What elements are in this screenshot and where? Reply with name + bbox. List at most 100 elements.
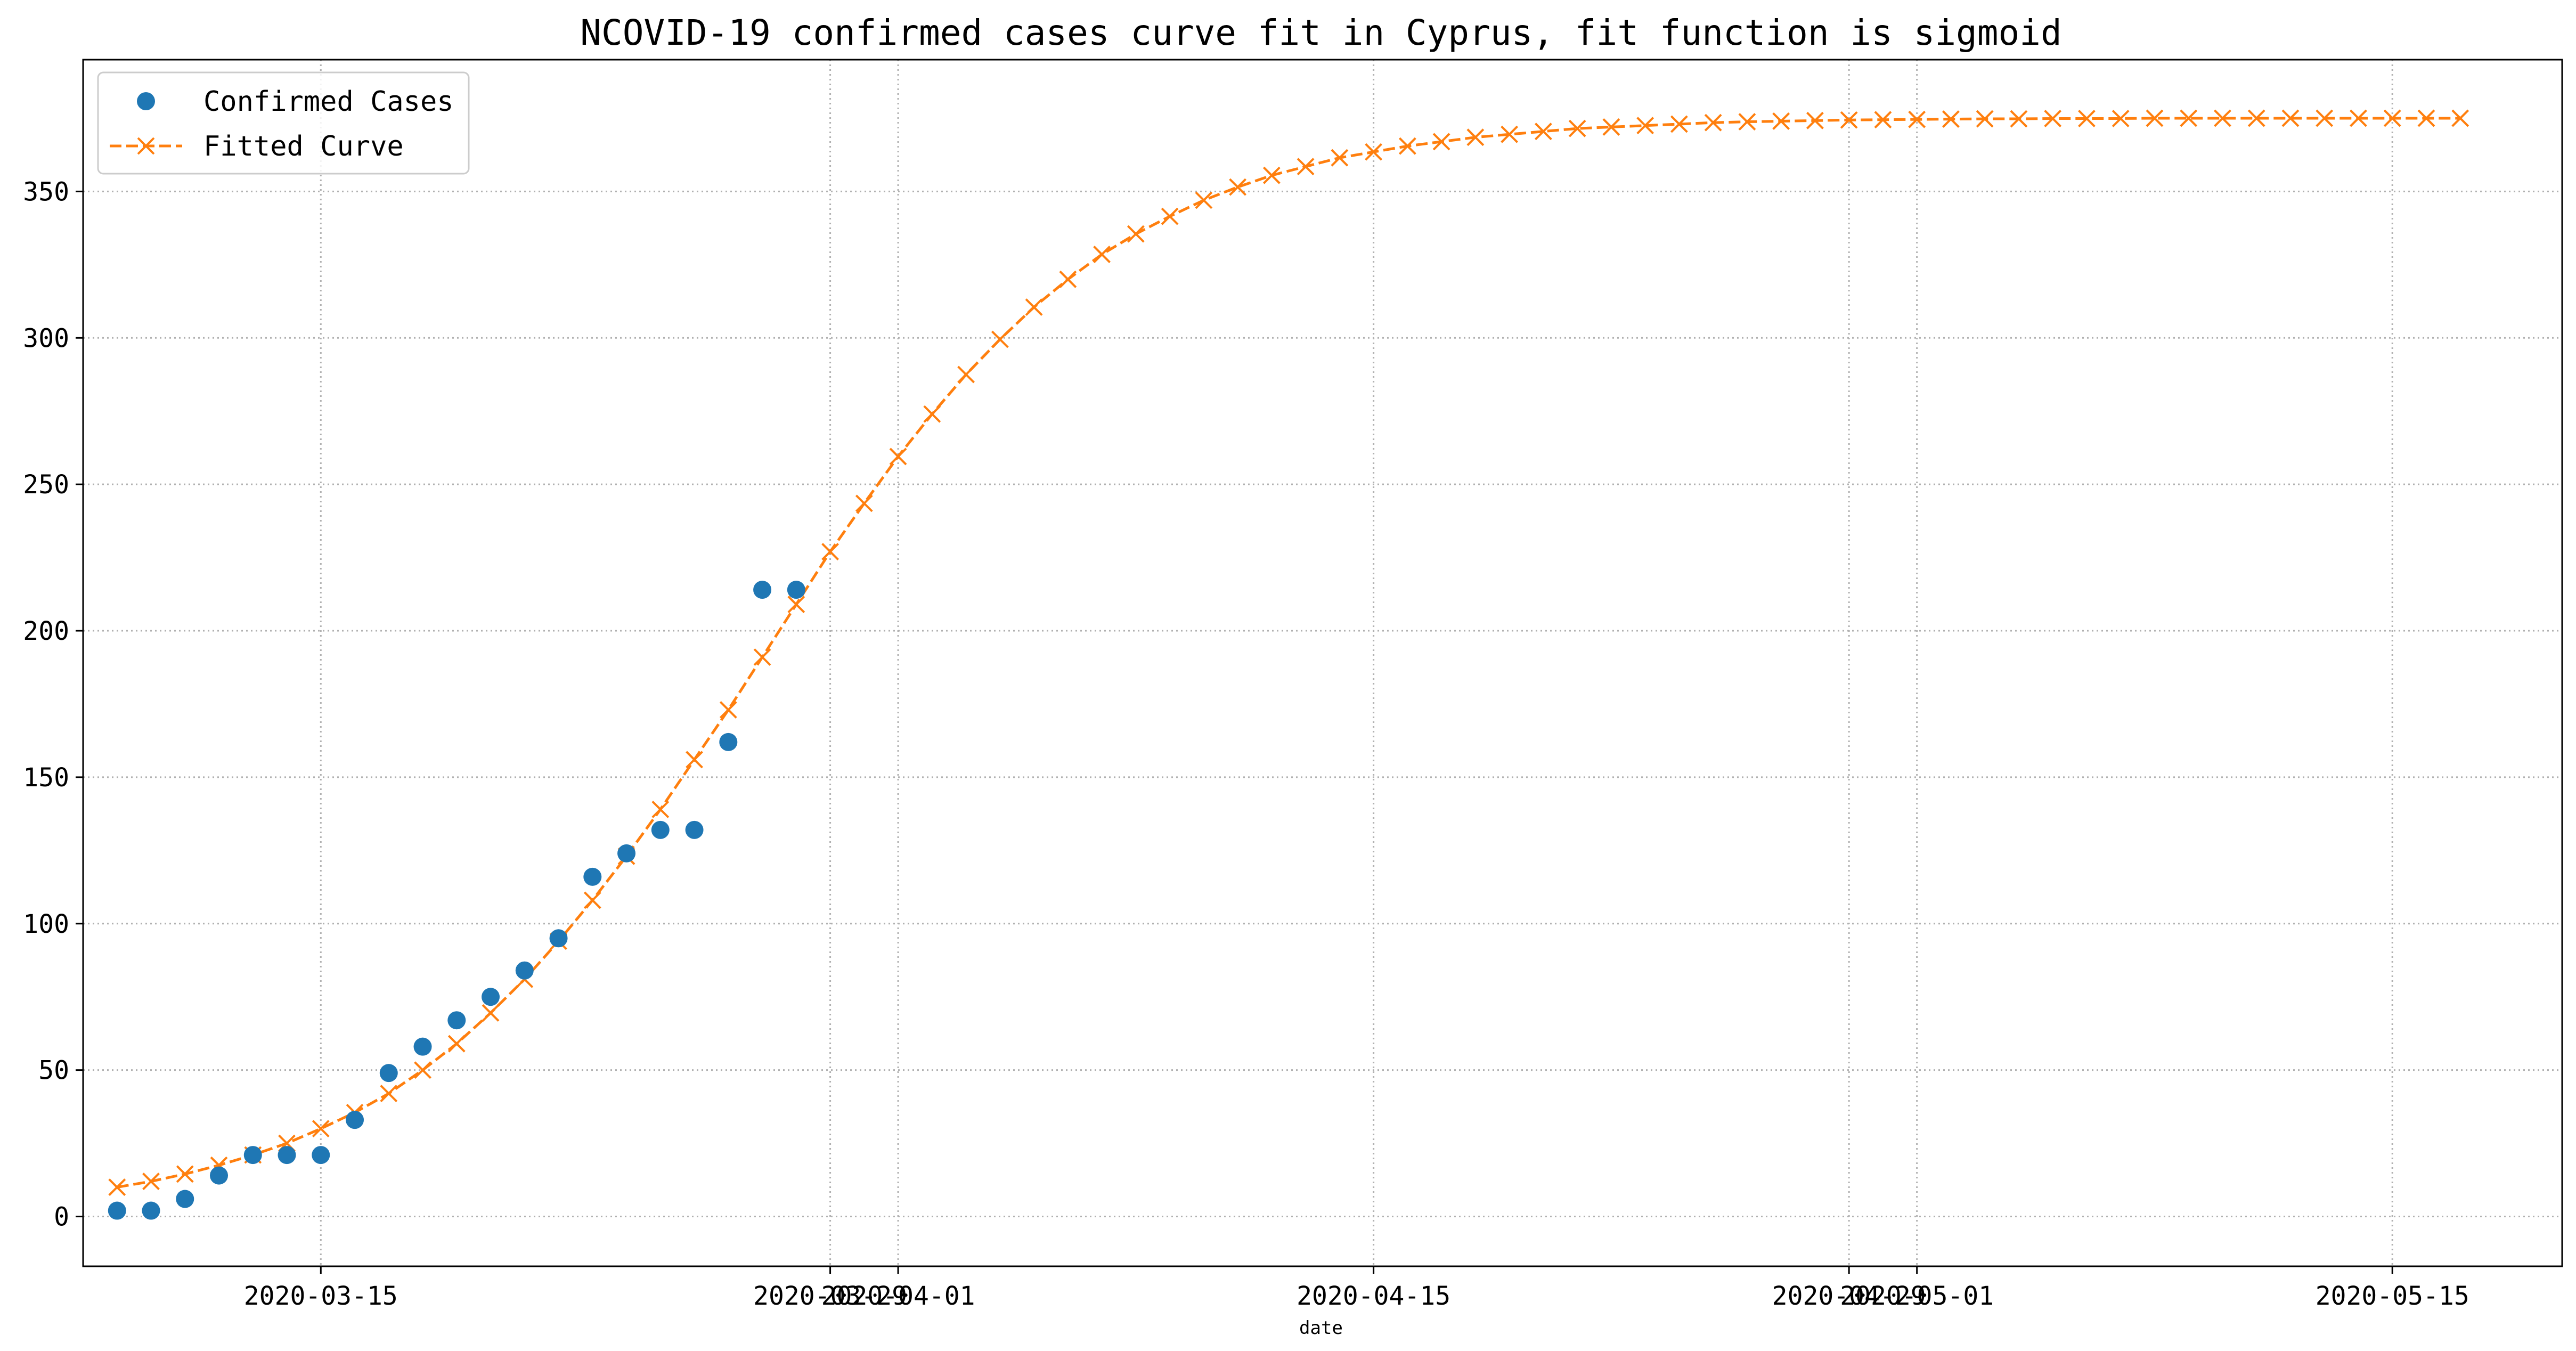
fitted-curve-marker-stroke-b — [583, 891, 601, 909]
fitted-curve-marker-stroke-b — [1161, 207, 1179, 225]
fitted-curve-marker — [1534, 123, 1552, 141]
fitted-curve-marker — [482, 1004, 500, 1022]
fitted-curve-marker-stroke-b — [1534, 123, 1552, 141]
fitted-curve-marker — [380, 1085, 398, 1103]
fitted-curve-marker — [1806, 111, 1824, 129]
fitted-curve-marker-stroke-b — [2383, 109, 2401, 127]
fitted-curve-marker — [787, 596, 805, 613]
fitted-curve-marker — [108, 1178, 126, 1196]
fitted-curve-marker-stroke-b — [1432, 133, 1450, 151]
fitted-curve-marker — [1568, 119, 1586, 137]
fitted-curve-marker — [2146, 109, 2164, 127]
fitted-curve-marker — [2281, 109, 2300, 127]
confirmed-case-point — [787, 581, 805, 599]
fitted-curve-marker-stroke-b — [1636, 117, 1654, 135]
x-tick-label: 2020-04-01 — [821, 1281, 975, 1311]
fitted-curve-marker-stroke-b — [1738, 113, 1756, 131]
fitted-curve-marker-stroke-b — [1704, 113, 1722, 132]
fitted-curve-marker — [889, 447, 907, 466]
fitted-curve-marker — [1365, 143, 1383, 161]
confirmed-case-point — [651, 820, 670, 839]
fitted-curve-marker-stroke-b — [482, 1004, 500, 1022]
fitted-curve-marker — [1093, 246, 1111, 264]
fitted-curve-marker-stroke-b — [686, 751, 703, 769]
fitted-curve-marker-stroke-b — [923, 405, 941, 423]
fitted-curve-marker — [2417, 109, 2435, 127]
fitted-curve-marker-stroke-b — [176, 1165, 194, 1183]
y-tick-label: 300 — [23, 323, 69, 353]
confirmed-case-point — [210, 1166, 229, 1185]
confirmed-case-point — [413, 1037, 432, 1056]
fitted-curve-marker — [991, 330, 1009, 348]
fitted-curve-marker — [1195, 191, 1213, 209]
fitted-curve-marker-stroke-b — [1602, 118, 1620, 136]
fitted-curve-marker — [1636, 117, 1654, 135]
fitted-curve-marker-stroke-b — [2350, 109, 2367, 127]
fitted-curve-marker — [2010, 110, 2028, 128]
fitted-curve-marker-stroke-b — [2078, 110, 2096, 127]
confirmed-cases-series — [108, 581, 805, 1220]
confirmed-case-point — [515, 961, 534, 980]
fitted-curve-marker — [1331, 149, 1349, 167]
fitted-curve-marker-stroke-b — [1466, 128, 1485, 147]
fitted-curve-marker — [1398, 137, 1416, 155]
y-tick-label: 200 — [23, 616, 69, 646]
fitted-curve-marker-stroke-b — [142, 1173, 160, 1190]
y-tick-label: 50 — [38, 1056, 69, 1086]
fitted-curve-marker — [1432, 133, 1450, 151]
fitted-curve-marker-stroke-b — [787, 596, 805, 613]
fitted-curve-marker — [1025, 298, 1043, 316]
fitted-curve-marker-stroke-b — [2247, 109, 2265, 127]
fitted-curve-marker-stroke-b — [2451, 109, 2469, 127]
y-tick-label: 150 — [23, 763, 69, 793]
fitted-curve-marker-stroke-b — [1127, 225, 1145, 243]
y-tick-label: 250 — [23, 470, 69, 500]
confirmed-case-point — [243, 1146, 262, 1165]
fitted-curve-marker-stroke-b — [1195, 191, 1213, 209]
fitted-curve-marker-stroke-b — [2010, 110, 2028, 128]
fitted-curve-marker — [1602, 118, 1620, 136]
fitted-curve-marker — [1704, 113, 1722, 132]
legend-confirmed-label: Confirmed Cases — [203, 86, 454, 118]
fitted-curve-marker — [651, 800, 670, 818]
fitted-curve-marker-stroke-b — [2180, 109, 2198, 127]
fitted-curve-marker-stroke-b — [1568, 119, 1586, 137]
fitted-curve-marker — [719, 701, 737, 719]
fitted-curve-marker-stroke-b — [2417, 109, 2435, 127]
fitted-curve-marker-stroke-b — [719, 701, 737, 719]
fitted-curve-marker-stroke-b — [753, 648, 771, 666]
fitted-curve-marker-stroke-b — [1297, 158, 1315, 176]
y-tick-label: 350 — [23, 177, 69, 207]
fitted-curve-marker — [1976, 110, 1994, 128]
legend-x-marker-stroke-b — [137, 137, 155, 155]
fitted-curve-marker-stroke-b — [447, 1035, 466, 1053]
confirmed-case-point — [482, 988, 500, 1006]
legend-box — [97, 71, 470, 175]
fitted-curve-marker-stroke-b — [2044, 110, 2062, 127]
fitted-curve-marker — [2247, 109, 2265, 127]
fitted-curve-marker-stroke-b — [957, 365, 975, 384]
confirmed-case-point — [549, 929, 568, 948]
fitted-curve-marker — [1908, 110, 1926, 128]
confirmed-case-point — [278, 1146, 296, 1165]
confirmed-case-point — [346, 1111, 364, 1129]
fitted-curve-marker-stroke-b — [2146, 109, 2164, 127]
fitted-curve-marker-stroke-b — [1059, 270, 1077, 288]
fitted-curve-marker — [583, 891, 601, 909]
confirmed-case-point — [176, 1190, 194, 1208]
fitted-curve-marker-stroke-b — [2281, 109, 2300, 127]
confirmed-case-point — [447, 1011, 466, 1030]
confirmed-case-point — [753, 581, 772, 599]
fitted-curve-marker — [2078, 110, 2096, 127]
fitted-curve-marker — [2044, 110, 2062, 127]
fitted-curve-marker-stroke-b — [1976, 110, 1994, 128]
fitted-curve-marker — [2350, 109, 2367, 127]
y-tick-label: 100 — [23, 909, 69, 939]
fitted-curve-marker-stroke-b — [821, 543, 839, 561]
x-tick-label: 2020-03-15 — [244, 1281, 398, 1311]
x-axis-label: date — [1299, 1317, 1343, 1339]
fitted-curve-marker — [1127, 225, 1145, 243]
